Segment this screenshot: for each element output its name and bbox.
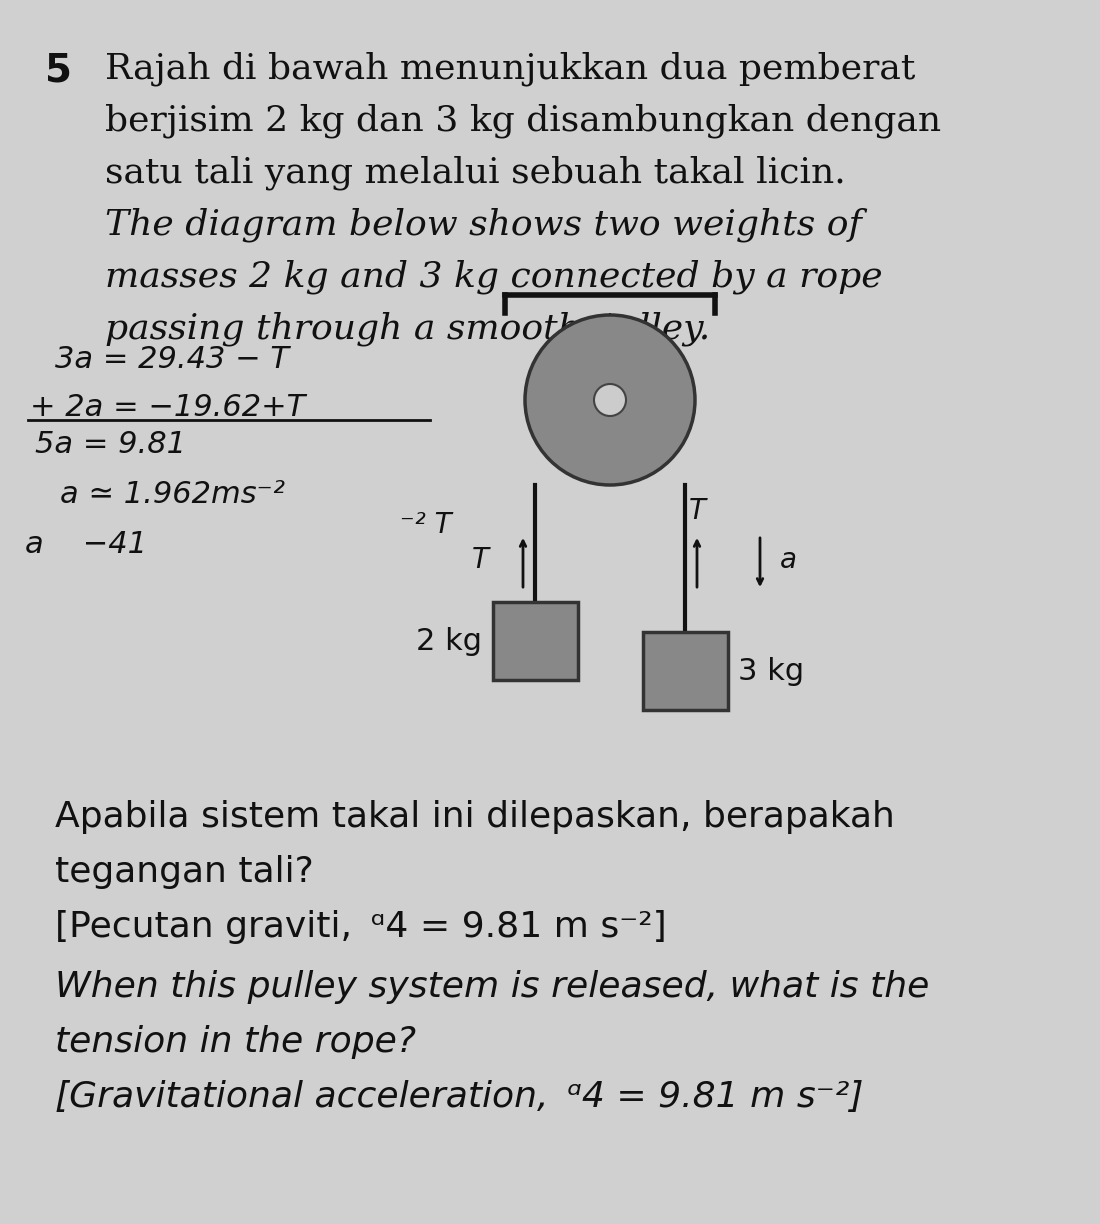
Text: a: a — [780, 546, 798, 574]
Circle shape — [594, 384, 626, 416]
Text: Apabila sistem takal ini dilepaskan, berapakah: Apabila sistem takal ini dilepaskan, ber… — [55, 800, 895, 834]
Text: 3a = 29.43 − T: 3a = 29.43 − T — [55, 345, 289, 375]
Text: masses 2 kg and 3 kg connected by a rope: masses 2 kg and 3 kg connected by a rope — [104, 259, 882, 295]
Text: tension in the rope?: tension in the rope? — [55, 1024, 416, 1059]
Text: tegangan tali?: tegangan tali? — [55, 856, 314, 889]
Text: ⁻² T: ⁻² T — [400, 510, 452, 539]
Text: 5a = 9.81: 5a = 9.81 — [35, 430, 186, 459]
Text: The diagram below shows two weights of: The diagram below shows two weights of — [104, 208, 862, 242]
Text: [Gravitational acceleration,  ᵅ4 = 9.81 m s⁻²]: [Gravitational acceleration, ᵅ4 = 9.81 m… — [55, 1080, 864, 1114]
Bar — [493, 602, 578, 681]
Text: [Pecutan graviti,  ᵅ4 = 9.81 m s⁻²]: [Pecutan graviti, ᵅ4 = 9.81 m s⁻²] — [55, 909, 667, 944]
Bar — [642, 632, 727, 710]
Text: 5: 5 — [45, 51, 72, 91]
Text: 2 kg: 2 kg — [417, 627, 483, 656]
Text: Rajah di bawah menunjukkan dua pemberat: Rajah di bawah menunjukkan dua pemberat — [104, 51, 915, 87]
Text: + 2a = −19.62+T: + 2a = −19.62+T — [30, 393, 306, 422]
Text: a    −41: a −41 — [25, 530, 147, 559]
Text: berjisim 2 kg dan 3 kg disambungkan dengan: berjisim 2 kg dan 3 kg disambungkan deng… — [104, 104, 942, 138]
Text: T: T — [472, 546, 488, 574]
Text: When this pulley system is released, what is the: When this pulley system is released, wha… — [55, 969, 929, 1004]
Text: 3 kg: 3 kg — [737, 656, 804, 685]
Text: passing through a smooth pulley.: passing through a smooth pulley. — [104, 312, 711, 346]
Text: T: T — [689, 497, 705, 525]
Text: a ≃ 1.962ms⁻²: a ≃ 1.962ms⁻² — [60, 480, 285, 509]
Circle shape — [525, 315, 695, 485]
Text: satu tali yang melalui sebuah takal licin.: satu tali yang melalui sebuah takal lici… — [104, 155, 846, 191]
